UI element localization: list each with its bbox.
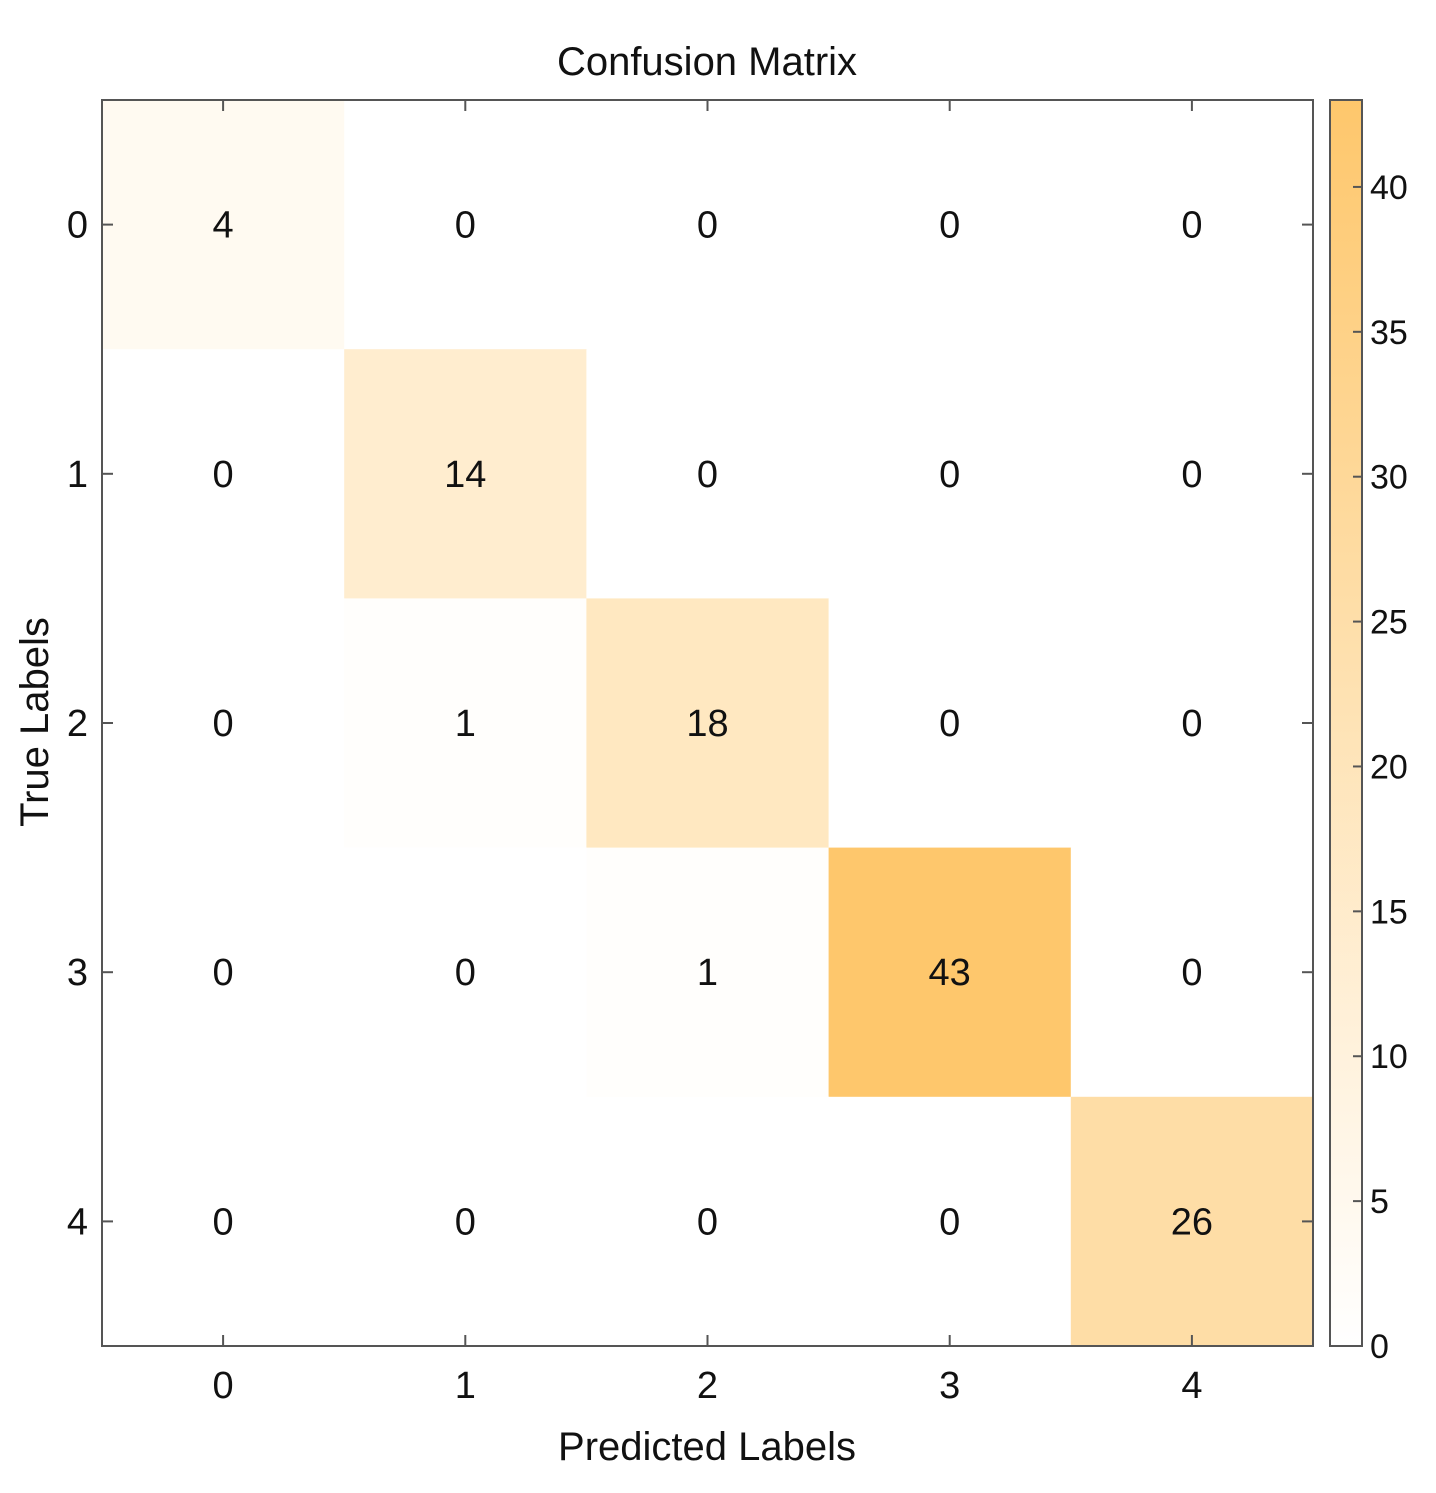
heatmap-cell — [102, 1096, 345, 1347]
heatmap-cell — [344, 847, 587, 1098]
cell-value-label: 0 — [939, 703, 960, 745]
cell-value-label: 0 — [1181, 703, 1202, 745]
cell-value-label: 0 — [455, 1201, 476, 1243]
cell-value-label: 4 — [213, 205, 234, 247]
cell-value-label: 0 — [697, 1201, 718, 1243]
heatmap-cell — [828, 847, 1072, 1098]
y-axis-label: True Labels — [13, 617, 57, 827]
colorbar-tick-label: 15 — [1370, 893, 1408, 931]
cell-value-label: 0 — [697, 454, 718, 496]
chart-title: Confusion Matrix — [557, 40, 857, 84]
colorbar-tick-label: 30 — [1370, 459, 1408, 497]
heatmap-cell — [1070, 598, 1314, 849]
y-tick-label: 2 — [67, 703, 88, 745]
x-tick-label: 2 — [697, 1365, 718, 1407]
heatmap-cell — [1070, 847, 1314, 1098]
colorbar-tick-label: 10 — [1370, 1038, 1408, 1076]
y-tick-label: 3 — [67, 952, 88, 994]
heatmap-cell — [586, 598, 830, 849]
cell-value-label: 0 — [213, 1201, 234, 1243]
x-tick-label: 3 — [939, 1365, 960, 1407]
cell-value-label: 0 — [1181, 454, 1202, 496]
cell-value-label: 14 — [444, 454, 486, 496]
cell-value-label: 0 — [455, 205, 476, 247]
heatmap-cell — [828, 100, 1072, 350]
y-tick-label: 0 — [67, 205, 88, 247]
heatmap-cell — [828, 1096, 1072, 1347]
cell-value-label: 26 — [1171, 1201, 1213, 1243]
y-tick-label: 4 — [67, 1201, 88, 1243]
colorbar-tick-label: 20 — [1370, 748, 1408, 786]
x-tick-label: 4 — [1181, 1365, 1202, 1407]
heatmap-cell-labels: 4 0 0 0 0 0 14 0 0 0 0 1 18 0 0 0 0 1 43 0 0 0 0 0 26 — [213, 205, 1214, 1244]
heatmap-cell — [102, 598, 345, 849]
colorbar-tick-label: 0 — [1370, 1328, 1389, 1366]
cell-value-label: 1 — [697, 952, 718, 994]
colorbar-ticks: 0 5 10 15 20 25 30 35 40 — [1353, 169, 1408, 1366]
cell-value-label: 0 — [697, 205, 718, 247]
heatmap-cell — [102, 349, 345, 599]
y-tick-labels: 0 1 2 3 4 — [67, 205, 88, 1244]
axis-ticks — [102, 100, 1313, 1346]
cell-value-label: 0 — [213, 952, 234, 994]
heatmap-cell — [102, 847, 345, 1098]
cell-value-label: 0 — [939, 1201, 960, 1243]
heatmap-cell — [1070, 349, 1314, 599]
y-tick-label: 1 — [67, 454, 88, 496]
heatmap-cell — [586, 847, 830, 1098]
cell-value-label: 43 — [929, 952, 971, 994]
colorbar-tick-label: 5 — [1370, 1183, 1389, 1221]
heatmap-cell — [586, 1096, 830, 1347]
x-tick-labels: 0 1 2 3 4 — [213, 1365, 1203, 1407]
colorbar — [1329, 99, 1363, 1347]
cell-value-label: 1 — [455, 703, 476, 745]
cell-value-label: 18 — [686, 703, 728, 745]
cell-value-label: 0 — [455, 952, 476, 994]
colorbar-tick-label: 40 — [1370, 169, 1408, 207]
cell-value-label: 0 — [939, 205, 960, 247]
x-axis-label: Predicted Labels — [558, 1425, 856, 1469]
cell-value-label: 0 — [1181, 205, 1202, 247]
heatmap-cell — [344, 1096, 587, 1347]
cell-value-label: 0 — [213, 703, 234, 745]
heatmap-cell — [1070, 1096, 1314, 1347]
x-tick-label: 0 — [213, 1365, 234, 1407]
heatmap-cell — [102, 100, 345, 350]
heatmap-cell — [586, 100, 830, 350]
colorbar-tick-label: 25 — [1370, 604, 1408, 642]
heatmap-cell — [344, 598, 587, 849]
heatmap-cell — [344, 349, 587, 599]
cell-value-label: 0 — [1181, 952, 1202, 994]
colorbar-tick-label: 35 — [1370, 314, 1408, 352]
cell-value-label: 0 — [213, 454, 234, 496]
heatmap-cells — [102, 100, 1314, 1347]
heatmap-cell — [828, 349, 1072, 599]
heatmap-cell — [344, 100, 587, 350]
x-tick-label: 1 — [455, 1365, 476, 1407]
cell-value-label: 0 — [939, 454, 960, 496]
heatmap-cell — [1070, 100, 1314, 350]
heatmap-cell — [828, 598, 1072, 849]
heatmap-cell — [586, 349, 830, 599]
